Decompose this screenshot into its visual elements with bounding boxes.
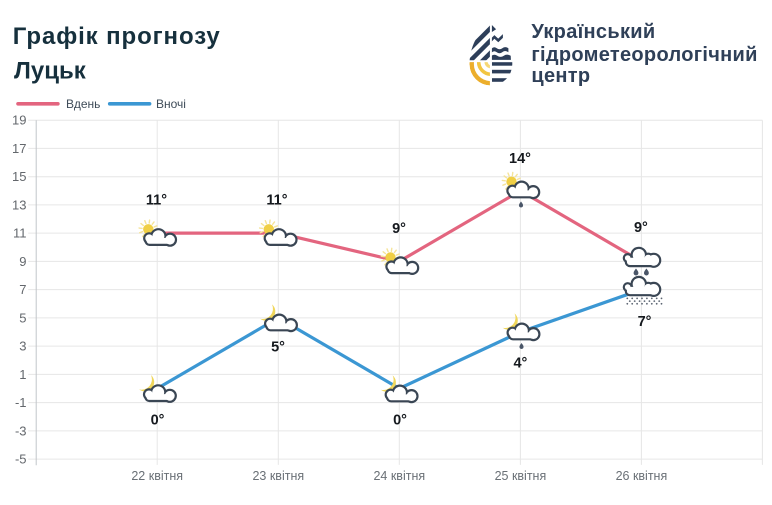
svg-text:-5: -5 [15,452,27,467]
svg-text:центр: центр [531,65,590,87]
svg-text:0°: 0° [393,413,407,429]
svg-text:15: 15 [12,169,26,184]
svg-text:17: 17 [12,141,26,156]
svg-text:-3: -3 [15,423,27,438]
svg-text:5: 5 [19,310,26,325]
svg-text:1: 1 [19,367,26,382]
svg-text:9°: 9° [634,220,648,236]
svg-text:Український: Український [531,21,655,43]
svg-text:13: 13 [12,197,26,212]
svg-text:19: 19 [12,113,26,128]
svg-text:24 квітня: 24 квітня [373,469,425,483]
svg-text:25 квітня: 25 квітня [495,469,547,483]
svg-text:Графік прогнозу: Графік прогнозу [13,23,221,50]
svg-text:7: 7 [19,282,26,297]
svg-text:26 квітня: 26 квітня [616,469,668,483]
svg-text:14°: 14° [509,151,531,167]
svg-text:3: 3 [19,339,26,354]
svg-text:9°: 9° [392,221,406,237]
svg-text:Луцьк: Луцьк [14,58,87,85]
svg-text:0°: 0° [151,413,165,429]
svg-text:4°: 4° [513,355,527,371]
svg-text:Вночі: Вночі [156,97,186,111]
svg-text:11°: 11° [266,193,287,209]
svg-text:23 квітня: 23 квітня [252,469,304,483]
svg-text:11: 11 [13,226,27,241]
svg-text:Вдень: Вдень [66,97,100,111]
svg-text:11°: 11° [146,193,167,209]
svg-text:5°: 5° [271,340,285,356]
svg-text:гідрометеорологічний: гідрометеорологічний [531,44,757,66]
svg-text:-1: -1 [15,395,27,410]
svg-text:22 квітня: 22 квітня [131,469,183,483]
svg-text:7°: 7° [638,314,652,330]
svg-text:9: 9 [19,254,26,269]
